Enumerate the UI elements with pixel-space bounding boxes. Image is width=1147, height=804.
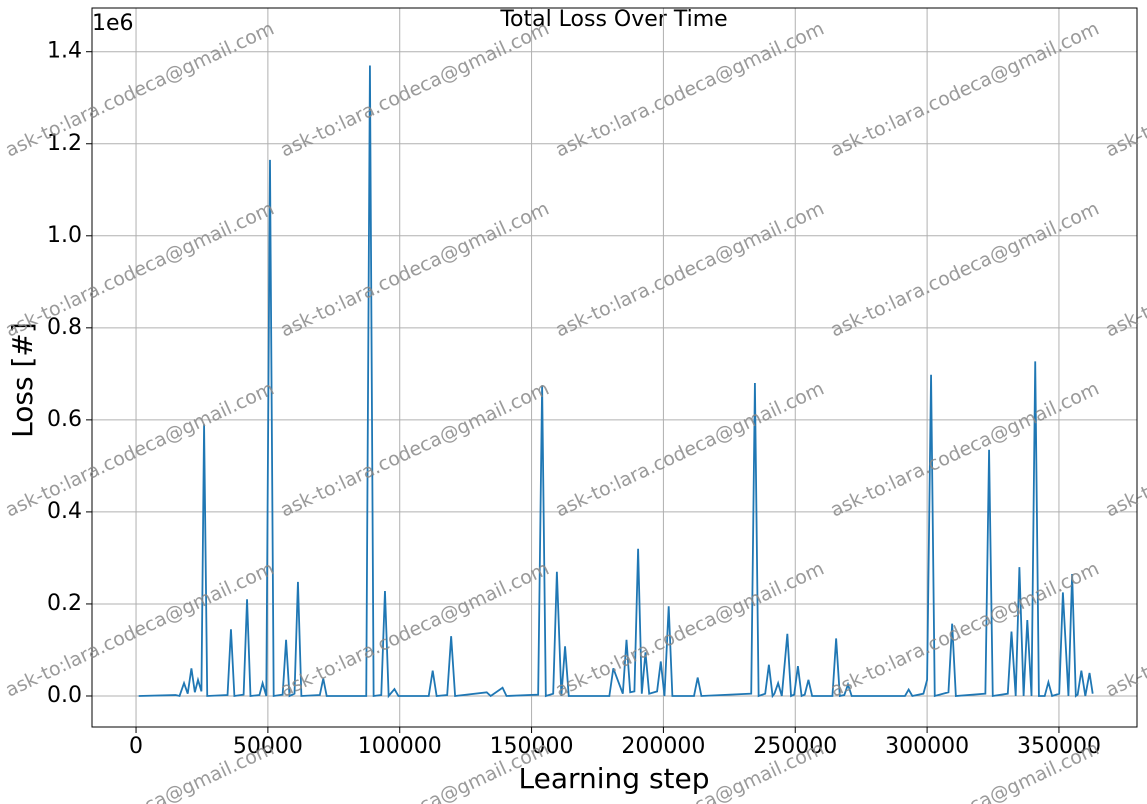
x-tick-label: 350000 [1017,734,1101,759]
y-tick-label: 0.2 [47,591,82,616]
data-line [138,65,1094,699]
watermark: ask-to:lara.codeca@gmail.com [277,198,552,342]
watermark: ask-to:lara.codeca@gmail.com [552,198,827,342]
x-tick-label: 100000 [358,734,442,759]
watermark: ask-to:lara.codeca@gmail.com [552,18,827,162]
watermark: ask-to:lara.codeca@gmail.com [1102,198,1147,342]
watermark: ask-to:lara.codeca@gmail.com [827,18,1102,162]
y-tick-label: 1.2 [47,131,82,156]
watermark: ask-to:lara.codeca@gmail.com [2,558,277,702]
x-tick-label: 250000 [753,734,837,759]
y-tick-label: 0.8 [47,315,82,340]
watermark: ask-to:lara.codeca@gmail.com [277,558,552,702]
watermark: ask-to:lara.codeca@gmail.com [1102,558,1147,702]
x-tick-label: 50000 [233,734,303,759]
y-tick-label: 1.0 [47,223,82,248]
watermark: ask-to:lara.codeca@gmail.com [277,18,552,162]
x-axis-label: Learning step [518,762,709,795]
x-tick-label: 200000 [621,734,705,759]
y-tick-label: 1.4 [47,39,82,64]
watermark: ask-to:lara.codeca@gmail.com [2,198,277,342]
watermark: ask-to:lara.codeca@gmail.com [552,558,827,702]
chart-title: Total Loss Over Time [499,7,727,32]
watermark: ask-to:lara.codeca@gmail.com [827,378,1102,522]
y-axis-label: Loss [#] [6,322,39,438]
y-tick-label: 0.6 [47,407,82,432]
x-tick-label: 0 [129,734,143,759]
watermark: ask-to:lara.codeca@gmail.com [827,198,1102,342]
y-tick-label: 0.4 [47,499,82,524]
watermark: ask-to:lara.codeca@gmail.com [277,378,552,522]
watermark: ask-to:lara.codeca@gmail.com [1102,378,1147,522]
watermark: ask-to:lara.codeca@gmail.com [2,18,277,162]
watermark: ask-to:lara.codeca@gmail.com [2,378,277,522]
watermark: ask-to:lara.codeca@gmail.com [1102,18,1147,162]
watermark: ask-to:lara.codeca@gmail.com [552,378,827,522]
y-tick-label: 0.0 [47,683,82,708]
y-offset-label: 1e6 [92,11,134,36]
plot-frame [91,7,1138,728]
watermark: ask-to:lara.codeca@gmail.com [1102,738,1147,804]
x-tick-label: 150000 [490,734,574,759]
x-tick-label: 300000 [885,734,969,759]
